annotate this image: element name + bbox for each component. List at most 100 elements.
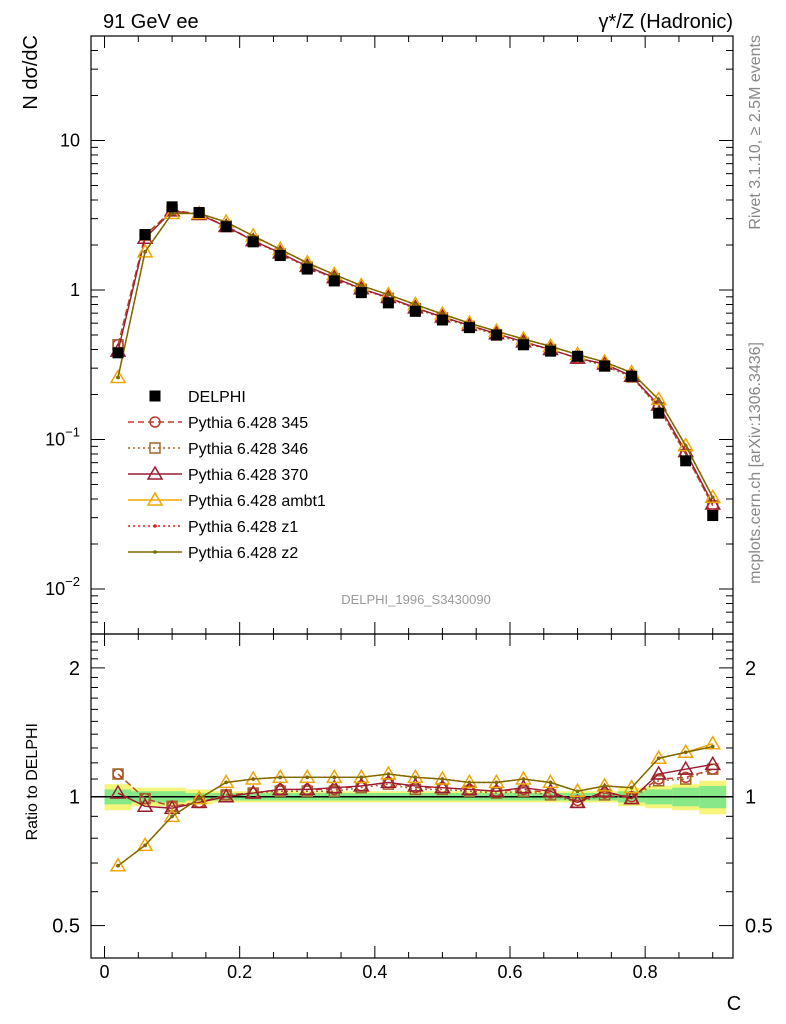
- legend-marker: [149, 442, 161, 454]
- data-point: [653, 407, 665, 419]
- ratio-data-point: [271, 780, 289, 796]
- series-line: [117, 209, 714, 507]
- data-point: [332, 272, 337, 277]
- ratio-data-point: [298, 768, 316, 784]
- data-point: [707, 510, 719, 522]
- ratio-data-point: [440, 777, 445, 781]
- ratio-data-point: [109, 857, 127, 872]
- ratio-data-point: [244, 770, 262, 785]
- data-point: [409, 305, 421, 317]
- ratio-data-point: [602, 784, 607, 788]
- data-point: [274, 250, 286, 262]
- legend-marker: [149, 390, 161, 402]
- ratio-data-point: [278, 775, 283, 780]
- data-point: [413, 302, 418, 307]
- legend-marker: [153, 550, 157, 554]
- data-point: [193, 206, 205, 218]
- ratio-data-point: [650, 765, 667, 780]
- ratio-data-point: [434, 779, 451, 794]
- main-y-tick-label: 10−2: [45, 574, 80, 599]
- ratio-data-point: [623, 790, 640, 805]
- ratio-data-point: [407, 777, 424, 792]
- ratio-xlabel: C: [727, 993, 741, 1015]
- data-point: [436, 314, 448, 326]
- ratio-data-point: [244, 784, 262, 799]
- data-point: [490, 329, 502, 341]
- ratio-data-point: [332, 775, 337, 780]
- data-point: [220, 221, 232, 233]
- ratio-frame: [90, 633, 734, 959]
- legend-entry-pythia-6-428-345: Pythia 6.428 345: [128, 415, 308, 432]
- ratio-data-point: [710, 744, 715, 749]
- data-point: [683, 443, 688, 448]
- legend-label: Pythia 6.428 345: [188, 415, 308, 432]
- ratio-data-point: [143, 843, 147, 848]
- main-y-tick-label: 1: [70, 280, 80, 300]
- ratio-data-point: [163, 799, 181, 814]
- ratio-data-point: [109, 784, 127, 799]
- main-plot-area: 10 1 10−1 10−2: [45, 35, 734, 635]
- series-pythia-6-428-346: [112, 204, 719, 512]
- legend-marker: [146, 491, 164, 506]
- ratio-plot-area: 0 0.2 0.4 0.6 0.8 2 2 1 1 0.5 0.5: [52, 36, 773, 982]
- data-point: [656, 397, 661, 402]
- ratio-data-point: [325, 768, 343, 784]
- header-left: 91 GeV ee: [103, 11, 199, 33]
- ratio-data-point: [136, 836, 154, 852]
- data-point: [112, 347, 124, 359]
- ratio-y-tick-label-right: 0.5: [745, 916, 773, 938]
- ratio-data-point: [139, 792, 151, 805]
- series-line: [117, 209, 714, 507]
- ratio-data-point: [548, 780, 553, 785]
- ratio-data-point: [136, 797, 154, 813]
- ratio-data-point: [328, 785, 341, 797]
- series-pythia-6-428-370: [109, 202, 722, 510]
- ratio-data-point: [656, 756, 661, 761]
- legend: DELPHI Pythia 6.428 345 Pythia 6.428 346 Py…: [128, 389, 326, 562]
- data-point: [301, 263, 313, 275]
- ratio-data-point: [170, 814, 174, 819]
- data-point: [163, 204, 181, 220]
- legend-label: Pythia 6.428 z1: [188, 519, 298, 536]
- legend-entry-pythia-6-428-370: Pythia 6.428 370: [128, 465, 308, 484]
- x-tick-label: 0.6: [497, 962, 522, 982]
- ratio-data-point: [409, 783, 422, 796]
- ratio-data-point: [542, 782, 559, 797]
- legend-entry-pythia-6-428-z1: Pythia 6.428 z1: [128, 519, 298, 536]
- ratio-data-point: [467, 780, 472, 785]
- ratio-y-tick-label: 1: [69, 787, 80, 809]
- data-point: [545, 345, 557, 357]
- ratio-data-point: [217, 788, 235, 803]
- legend-entry-pythia-6-428-ambt1: Pythia 6.428 ambt1: [128, 491, 326, 510]
- ratio-data-point: [251, 777, 255, 781]
- data-point: [382, 297, 394, 309]
- data-point: [355, 287, 367, 299]
- data-point: [463, 322, 475, 334]
- data-point: [518, 339, 530, 351]
- data-point: [572, 350, 584, 362]
- ratio-data-point: [704, 735, 722, 750]
- data-point: [247, 236, 259, 248]
- ratio-data-point: [359, 775, 364, 780]
- x-tick-label: 0.4: [362, 962, 387, 982]
- data-point: [328, 275, 340, 287]
- ratio-series-pythia-6-428-z2: [116, 744, 715, 868]
- series-pythia-6-428-345: [112, 204, 719, 512]
- ratio-data-point: [569, 793, 586, 809]
- ratio-data-point: [271, 768, 289, 784]
- data-point: [166, 201, 178, 213]
- ratio-series-pythia-6-428-370: [109, 755, 722, 814]
- data-point: [680, 455, 692, 467]
- ratio-data-point: [305, 775, 310, 780]
- legend-marker: [153, 524, 157, 528]
- data-point: [626, 370, 638, 382]
- data-point: [139, 229, 151, 241]
- ratio-data-point: [704, 755, 722, 771]
- legend-label: Pythia 6.428 ambt1: [188, 493, 326, 510]
- ratio-data-point: [116, 863, 120, 868]
- ratio-data-point: [629, 785, 634, 790]
- ratio-data-point: [112, 768, 124, 780]
- data-point: [710, 495, 715, 500]
- ratio-data-point: [380, 765, 397, 780]
- ratio-data-point: [494, 780, 499, 785]
